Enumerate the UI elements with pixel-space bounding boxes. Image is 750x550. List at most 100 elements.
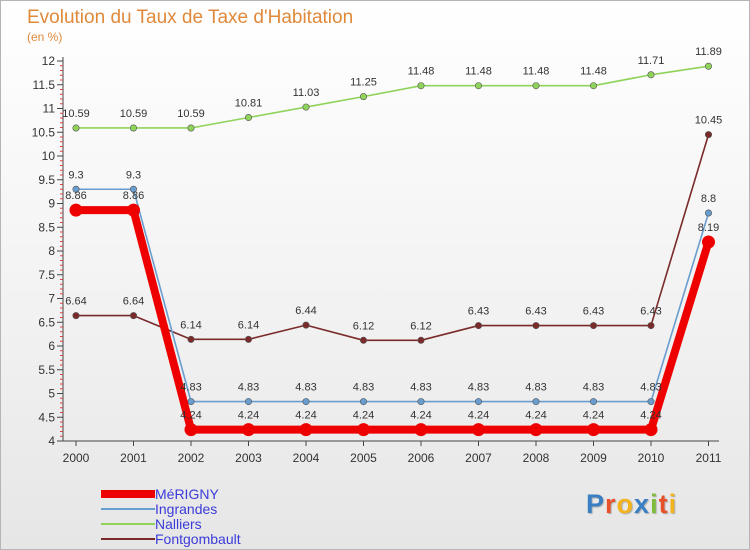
data-point-mrigny (529, 423, 543, 437)
data-point-nalliers (187, 124, 195, 132)
data-point-fontgombault (417, 336, 425, 344)
x-tick-label: 2010 (638, 451, 665, 465)
x-tick-label: 2005 (350, 451, 377, 465)
y-tick-label: 6.5 (38, 315, 55, 329)
data-label-mrigny: 8.86 (123, 190, 144, 202)
data-point-nalliers (704, 62, 712, 70)
y-tick-label: 11.5 (33, 78, 56, 92)
data-point-mrigny (414, 423, 428, 437)
data-label-ingrandes: 4.83 (410, 382, 431, 394)
data-label-ingrandes: 4.83 (353, 382, 374, 394)
data-label-ingrandes: 4.83 (295, 382, 316, 394)
y-tick-label: 9.5 (38, 173, 55, 187)
y-tick-label: 9 (48, 197, 55, 211)
data-label-nalliers: 10.59 (120, 108, 148, 120)
data-label-ingrandes: 4.83 (525, 382, 546, 394)
data-label-nalliers: 11.48 (523, 66, 550, 78)
data-point-fontgombault (704, 131, 712, 139)
data-label-nalliers: 10.59 (62, 108, 90, 120)
logo-letter: i (650, 489, 659, 519)
legend-label-fontgombault: Fontgombault (155, 531, 241, 547)
data-point-ingrandes (417, 398, 425, 406)
data-label-nalliers: 10.81 (235, 98, 263, 110)
data-label-nalliers: 11.25 (350, 77, 377, 89)
chart-subtitle: (en %) (27, 30, 63, 44)
data-label-ingrandes: 4.83 (180, 382, 201, 394)
y-tick-label: 5.5 (38, 363, 55, 377)
x-tick-label: 2004 (293, 451, 320, 465)
data-point-fontgombault (359, 336, 367, 344)
data-label-mrigny: 4.24 (353, 410, 374, 422)
y-tick-label: 11 (43, 102, 56, 116)
data-point-mrigny (299, 423, 313, 437)
data-label-fontgombault: 6.43 (640, 306, 661, 318)
data-point-fontgombault (647, 322, 655, 330)
legend-swatch-fontgombault (101, 538, 155, 540)
data-label-fontgombault: 6.44 (295, 305, 316, 317)
proxiti-logo: Proxiti (586, 489, 677, 520)
legend-swatch-ingrandes (101, 508, 155, 510)
logo-letter: i (668, 489, 678, 519)
data-label-mrigny: 4.24 (640, 410, 661, 422)
data-label-fontgombault: 6.43 (583, 306, 604, 318)
x-tick-label: 2011 (696, 451, 722, 465)
data-point-mrigny (242, 423, 255, 437)
data-point-ingrandes (72, 185, 80, 193)
data-point-nalliers (589, 82, 597, 90)
series-line-nalliers (75, 65, 710, 129)
data-point-fontgombault (532, 322, 540, 330)
logo-letter: o (616, 489, 635, 519)
data-point-mrigny (357, 423, 370, 437)
legend: MéRIGNY Ingrandes Nalliers Fontgombault (101, 486, 361, 547)
data-point-fontgombault (187, 335, 195, 343)
data-point-nalliers (532, 82, 540, 90)
data-point-ingrandes (704, 209, 712, 217)
data-label-fontgombault: 6.43 (468, 306, 489, 318)
data-label-fontgombault: 6.43 (525, 306, 546, 318)
data-point-mrigny (184, 423, 198, 437)
data-label-nalliers: 10.59 (177, 108, 205, 120)
data-label-nalliers: 11.03 (293, 87, 320, 99)
data-label-fontgombault: 6.14 (238, 319, 259, 331)
y-tick-label: 7.5 (38, 268, 55, 282)
y-tick-label: 7 (48, 292, 55, 306)
data-point-mrigny (472, 423, 485, 437)
data-point-nalliers (474, 82, 482, 90)
legend-label-ingrandes: Ingrandes (155, 501, 218, 517)
x-tick-label: 2002 (178, 451, 205, 465)
data-point-fontgombault (245, 335, 253, 343)
series-line-mrigny (72, 206, 713, 434)
data-label-mrigny: 4.24 (180, 410, 201, 422)
data-point-nalliers (302, 103, 310, 111)
data-label-fontgombault: 6.12 (353, 320, 374, 332)
x-tick-label: 2007 (465, 451, 492, 465)
data-label-fontgombault: 10.45 (695, 115, 723, 127)
legend-label-merigny: MéRIGNY (155, 486, 219, 502)
data-label-mrigny: 8.19 (698, 222, 719, 234)
data-point-fontgombault (72, 312, 80, 320)
data-point-ingrandes (130, 185, 138, 193)
y-tick-label: 10 (42, 149, 56, 163)
series-line-fontgombault (75, 133, 710, 342)
data-label-mrigny: 4.24 (295, 410, 316, 422)
data-point-mrigny (587, 423, 600, 437)
y-tick-label: 4.5 (38, 410, 55, 424)
data-point-ingrandes (187, 398, 195, 406)
data-point-mrigny (702, 235, 715, 249)
data-label-mrigny: 4.24 (410, 410, 431, 422)
series-line-ingrandes (75, 188, 710, 403)
data-label-ingrandes: 4.83 (640, 382, 661, 394)
data-label-fontgombault: 6.64 (123, 296, 144, 308)
data-point-fontgombault (130, 312, 138, 320)
data-point-ingrandes (532, 398, 540, 406)
legend-swatch-merigny (101, 490, 155, 498)
data-point-nalliers (647, 71, 655, 79)
y-tick-label: 8.5 (38, 220, 55, 234)
y-tick-label: 5 (48, 387, 55, 401)
data-label-mrigny: 4.24 (468, 410, 489, 422)
legend-item-fontgombault: Fontgombault (101, 531, 361, 547)
chart-title: Evolution du Taux de Taxe d'Habitation (27, 7, 354, 28)
x-tick-label: 2006 (408, 451, 435, 465)
